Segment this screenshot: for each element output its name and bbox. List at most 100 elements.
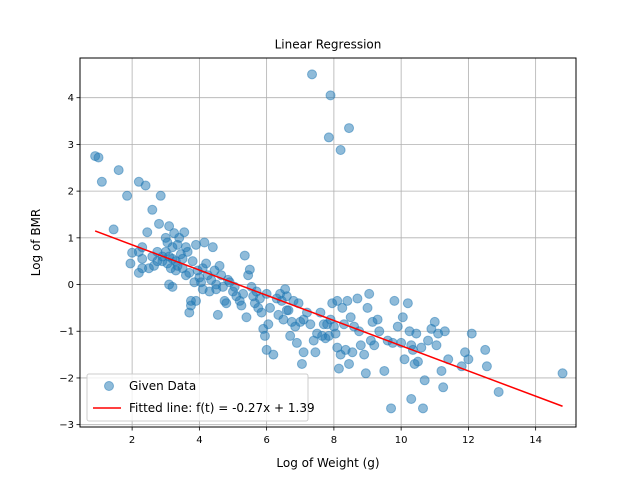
scatter-point (241, 312, 252, 323)
scatter-point (154, 218, 165, 229)
scatter-point (217, 281, 228, 292)
scatter-point (438, 382, 449, 393)
scatter-point (389, 295, 400, 306)
scatter-point (207, 242, 218, 253)
legend-box (86, 373, 309, 422)
scatter-point (359, 349, 370, 360)
scatter-point (214, 260, 225, 271)
scatter-point (463, 354, 474, 365)
scatter-series (90, 69, 568, 414)
scatter-point (253, 302, 264, 313)
scatter-point (281, 291, 292, 302)
scatter-point (263, 319, 274, 330)
y-tick-label: 3 (68, 140, 74, 151)
scatter-point (310, 347, 321, 358)
scatter-point (332, 295, 343, 306)
scatter-point (122, 190, 133, 201)
scatter-point (399, 354, 410, 365)
scatter-point (182, 246, 193, 257)
scatter-point (337, 302, 348, 313)
scatter-point (416, 342, 427, 353)
scatter-point (236, 300, 247, 311)
scatter-point (355, 340, 366, 351)
scatter-point (268, 349, 279, 360)
scatter-point (264, 302, 275, 313)
scatter-point (402, 298, 413, 309)
y-tick-label: −3 (59, 420, 74, 431)
scatter-point (372, 314, 383, 325)
scatter-point (436, 365, 447, 376)
plot-frame (79, 57, 577, 428)
grid (80, 58, 576, 427)
scatter-point (261, 344, 272, 355)
scatter-point (307, 69, 318, 80)
x-tick-label: 14 (529, 435, 542, 446)
scatter-point (345, 312, 356, 323)
scatter-point (557, 368, 568, 379)
scatter-point (137, 253, 148, 264)
scatter-point (254, 293, 265, 304)
scatter-point (221, 298, 232, 309)
y-tick-label: −1 (59, 327, 74, 338)
scatter-point (298, 347, 309, 358)
y-tick-label: 2 (68, 187, 74, 198)
scatter-point (466, 328, 477, 339)
scatter-point (419, 375, 430, 386)
scatter-point (285, 330, 296, 341)
scatter-point (325, 90, 336, 101)
x-tick-label: 6 (263, 435, 269, 446)
legend: Given Data Fitted line: f(t) = -0.27x + … (86, 373, 315, 422)
x-axis-title: Log of Weight (g) (276, 456, 379, 470)
scatter-point (392, 321, 403, 332)
scatter-point (164, 221, 175, 232)
legend-label-line: Fitted line: f(t) = -0.27x + 1.39 (129, 401, 315, 415)
scatter-point (493, 386, 504, 397)
y-tick-label: 0 (68, 280, 74, 291)
scatter-point (323, 132, 334, 143)
scatter-point (191, 239, 202, 250)
scatter-point (397, 312, 408, 323)
fitted-line-series (94, 230, 563, 407)
scatter-point (108, 224, 119, 235)
scatter-point (179, 227, 190, 238)
scatter-point (347, 347, 358, 358)
fitted-line (94, 230, 563, 407)
scatter-point (167, 281, 178, 292)
scatter-point (439, 326, 450, 337)
scatter-point (344, 358, 355, 369)
scatter-point (281, 305, 292, 316)
scatter-point (93, 152, 104, 163)
scatter-point (125, 258, 136, 269)
scatter-point (142, 227, 153, 238)
y-tick-label: 4 (68, 93, 74, 104)
scatter-point (155, 190, 166, 201)
scatter-point (330, 328, 341, 339)
x-tick-label: 2 (129, 435, 135, 446)
scatter-point (140, 180, 151, 191)
chart-title: Linear Regression (275, 38, 382, 52)
scatter-point (184, 307, 195, 318)
scatter-point (412, 356, 423, 367)
scatter-point (481, 361, 492, 372)
scatter-point (305, 319, 316, 330)
scatter-point (298, 314, 309, 325)
scatter-point (369, 340, 380, 351)
scatter-point (429, 316, 440, 327)
legend-label-scatter: Given Data (129, 379, 196, 393)
scatter-point (342, 295, 353, 306)
scatter-point (296, 358, 307, 369)
scatter-point (238, 288, 249, 299)
y-tick-label: −2 (59, 373, 74, 384)
scatter-point (352, 293, 363, 304)
legend-marker-scatter (104, 381, 114, 391)
scatter-point (147, 204, 158, 215)
scatter-point (362, 302, 373, 313)
scatter-point (360, 368, 371, 379)
scatter-point (344, 123, 355, 134)
scatter-point (278, 314, 289, 325)
x-tick-label: 10 (395, 435, 408, 446)
scatter-point (333, 363, 344, 374)
scatter-point (417, 403, 428, 414)
x-tick-label: 8 (331, 435, 337, 446)
